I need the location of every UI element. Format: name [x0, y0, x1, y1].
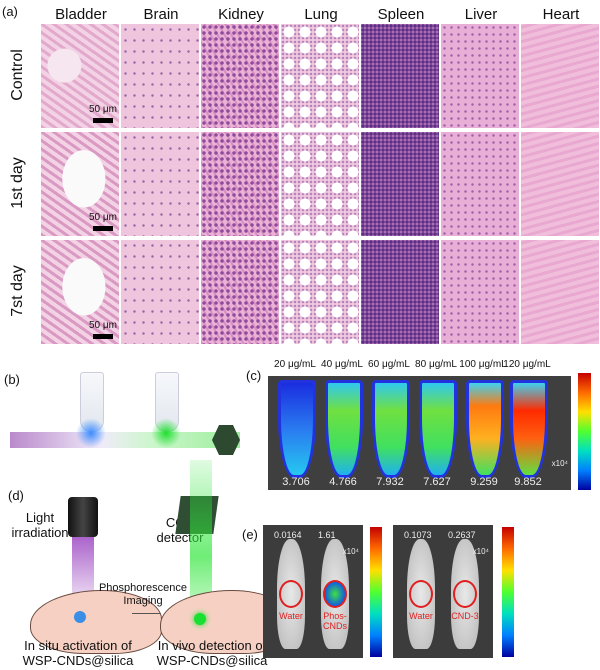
intensity-value: 7.627 — [423, 476, 451, 488]
mouse-illustration — [30, 590, 162, 654]
intensity-value: 0.1073 — [404, 530, 432, 540]
blue-glow — [76, 418, 106, 448]
light-beam — [10, 432, 240, 448]
intensity-value: 3.706 — [282, 476, 310, 488]
column-header: Bladder — [55, 6, 107, 23]
light-irradiation-label: Light irradiation — [11, 510, 69, 540]
histology-image — [441, 240, 519, 344]
tube-signal — [419, 380, 457, 478]
tube-signal — [466, 380, 504, 478]
histology-image — [361, 24, 439, 128]
scale-bar — [93, 226, 113, 231]
roi-circle — [323, 580, 347, 608]
intensity-value: 9.259 — [470, 476, 498, 488]
roi-label: Phos-CNDs — [323, 611, 347, 631]
column-header: Kidney — [218, 6, 264, 23]
intensity-value: 0.2637 — [448, 530, 476, 540]
concentration-label: 60 μg/mL — [368, 359, 410, 370]
concentration-label: 120 μg/mL — [503, 359, 551, 370]
green-glow — [151, 418, 181, 448]
histology-image — [121, 132, 199, 236]
intensity-value: 1.61 — [318, 530, 336, 540]
tube-signal — [510, 380, 548, 478]
scale-unit: x10⁴ — [342, 547, 359, 556]
row-label: 7st day — [9, 265, 26, 317]
column-header: Spleen — [377, 6, 425, 23]
scale-bar-label: 50 μm — [89, 212, 117, 223]
concentration-label: 100 μg/mL — [459, 359, 507, 370]
intensity-value: 7.932 — [376, 476, 404, 488]
tube-signal — [325, 380, 363, 478]
blue-spot — [74, 611, 86, 623]
histology-image — [201, 240, 279, 344]
panel-a-label: (a) — [2, 4, 18, 19]
roi-circle — [453, 580, 477, 608]
column-header: Brain — [143, 6, 179, 23]
scale-bar — [93, 334, 113, 339]
roi-label: Water — [279, 611, 303, 621]
panel-d-label: (d) — [8, 488, 24, 503]
tube-signal — [278, 380, 316, 478]
arrow — [132, 613, 160, 614]
scale-bar-label: 50 μm — [89, 104, 117, 115]
histology-image — [281, 132, 359, 236]
histology-image — [121, 24, 199, 128]
histology-image — [521, 132, 599, 236]
histology-image — [521, 240, 599, 344]
concentration-label: 20 μg/mL — [274, 359, 316, 370]
roi-label: Water — [409, 611, 433, 621]
histology-image — [441, 132, 519, 236]
roi-circle — [409, 580, 433, 608]
scale-bar — [93, 118, 113, 123]
phosphorescence-imaging-label: Phosphorescence Imaging — [98, 582, 188, 607]
column-header: Heart — [542, 6, 580, 23]
concentration-label: 80 μg/mL — [415, 359, 457, 370]
mouse-image: 0.1073 Water 0.2637 CND-3 x10⁴ — [393, 525, 493, 658]
scale-unit: x10⁴ — [551, 459, 568, 468]
light-source-icon — [68, 497, 98, 537]
roi-circle — [279, 580, 303, 608]
histology-image — [441, 24, 519, 128]
histology-image — [41, 132, 119, 236]
mouse-image: 0.0164 Water 1.61 Phos-CNDs x10⁴ — [263, 525, 363, 658]
histology-image — [201, 132, 279, 236]
scale-unit: x10⁴ — [472, 547, 489, 556]
histology-image — [201, 24, 279, 128]
intensity-value: 9.852 — [514, 476, 542, 488]
panel-c-label: (c) — [246, 368, 262, 383]
caption-right: In vivo detection of WSP-CNDs@silica — [156, 638, 268, 668]
histology-image — [41, 240, 119, 344]
row-label: Control — [9, 49, 26, 101]
green-spot — [194, 613, 206, 625]
column-header: Lung — [304, 6, 338, 23]
row-label: 1st day — [9, 157, 26, 209]
histology-image — [361, 132, 439, 236]
purple-beam — [72, 537, 94, 607]
colorbar — [502, 527, 514, 657]
histology-image — [121, 240, 199, 344]
histology-image — [521, 24, 599, 128]
scale-bar-label: 50 μm — [89, 320, 117, 331]
roi-label: CND-3 — [451, 611, 479, 621]
panel-e-label: (e) — [242, 527, 258, 542]
colorbar — [370, 527, 382, 657]
intensity-value: 0.0164 — [274, 530, 302, 540]
column-header: Liver — [464, 6, 498, 23]
phosphorescence-tube-image: x10⁴ 3.706 4.766 7.932 7.627 9.259 9.852 — [268, 376, 571, 490]
intensity-value: 4.766 — [329, 476, 357, 488]
histology-image — [281, 240, 359, 344]
concentration-label: 40 μg/mL — [321, 359, 363, 370]
histology-image — [41, 24, 119, 128]
caption-left: In situ activation of WSP-CNDs@silica — [22, 638, 134, 668]
colorbar — [578, 373, 591, 490]
panel-b-label: (b) — [4, 372, 20, 387]
green-beam — [190, 460, 212, 620]
tube-signal — [372, 380, 410, 478]
histology-image — [361, 240, 439, 344]
camera-icon — [212, 425, 240, 455]
histology-image — [281, 24, 359, 128]
